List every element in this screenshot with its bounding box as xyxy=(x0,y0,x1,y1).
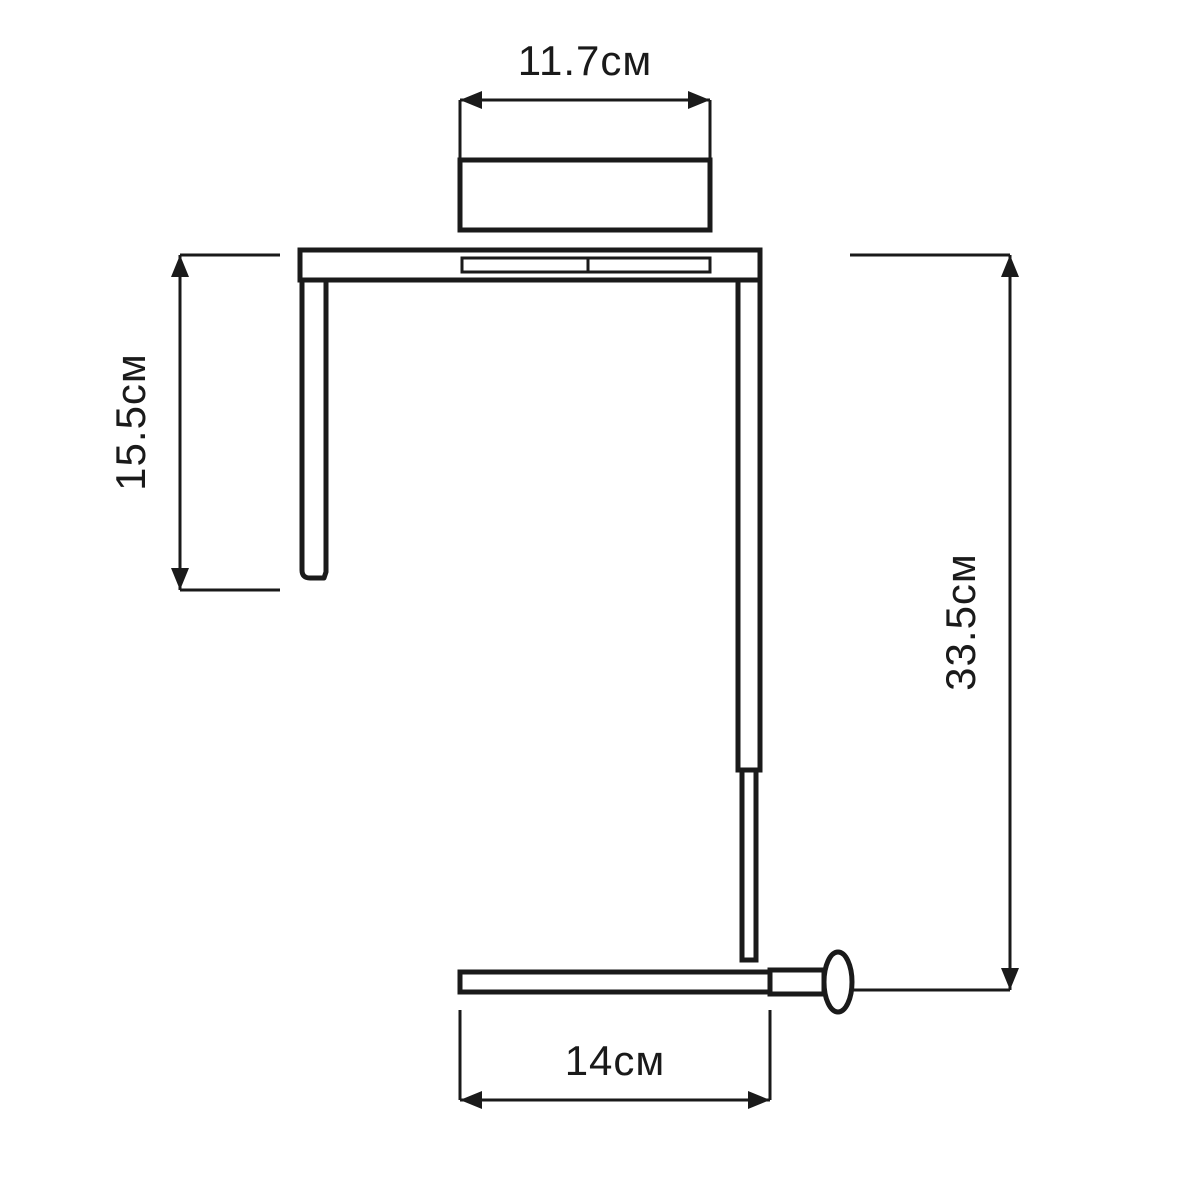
arrowhead-icon xyxy=(688,91,710,109)
arrowhead-icon xyxy=(460,1091,482,1109)
knob-stem xyxy=(770,970,824,994)
arrowhead-icon xyxy=(171,255,189,277)
arrowhead-icon xyxy=(171,568,189,590)
pole-lower xyxy=(742,770,756,960)
dim-left-height xyxy=(171,255,280,590)
dim-label-top-width: 11.7см xyxy=(518,37,653,84)
pole-upper xyxy=(738,280,760,770)
arrowhead-icon xyxy=(1001,968,1019,990)
dim-label-right-height: 33.5см xyxy=(937,553,984,691)
knob-disc xyxy=(824,952,852,1012)
inner-slot xyxy=(462,258,710,272)
arrowhead-icon xyxy=(1001,255,1019,277)
head-bar xyxy=(300,250,760,280)
base-bar xyxy=(460,972,770,992)
dim-label-bottom-width: 14см xyxy=(565,1037,666,1084)
dim-top-width xyxy=(460,91,710,160)
product-outline xyxy=(300,160,852,1012)
top-block xyxy=(460,160,710,230)
arrowhead-icon xyxy=(460,91,482,109)
dim-right-height xyxy=(850,255,1019,990)
arrowhead-icon xyxy=(748,1091,770,1109)
technical-drawing: 11.7см 15.5см 33.5см 14см xyxy=(0,0,1200,1200)
dimension-lines xyxy=(171,91,1019,1109)
dim-label-left-height: 15.5см xyxy=(107,353,154,491)
left-hook xyxy=(302,280,326,578)
